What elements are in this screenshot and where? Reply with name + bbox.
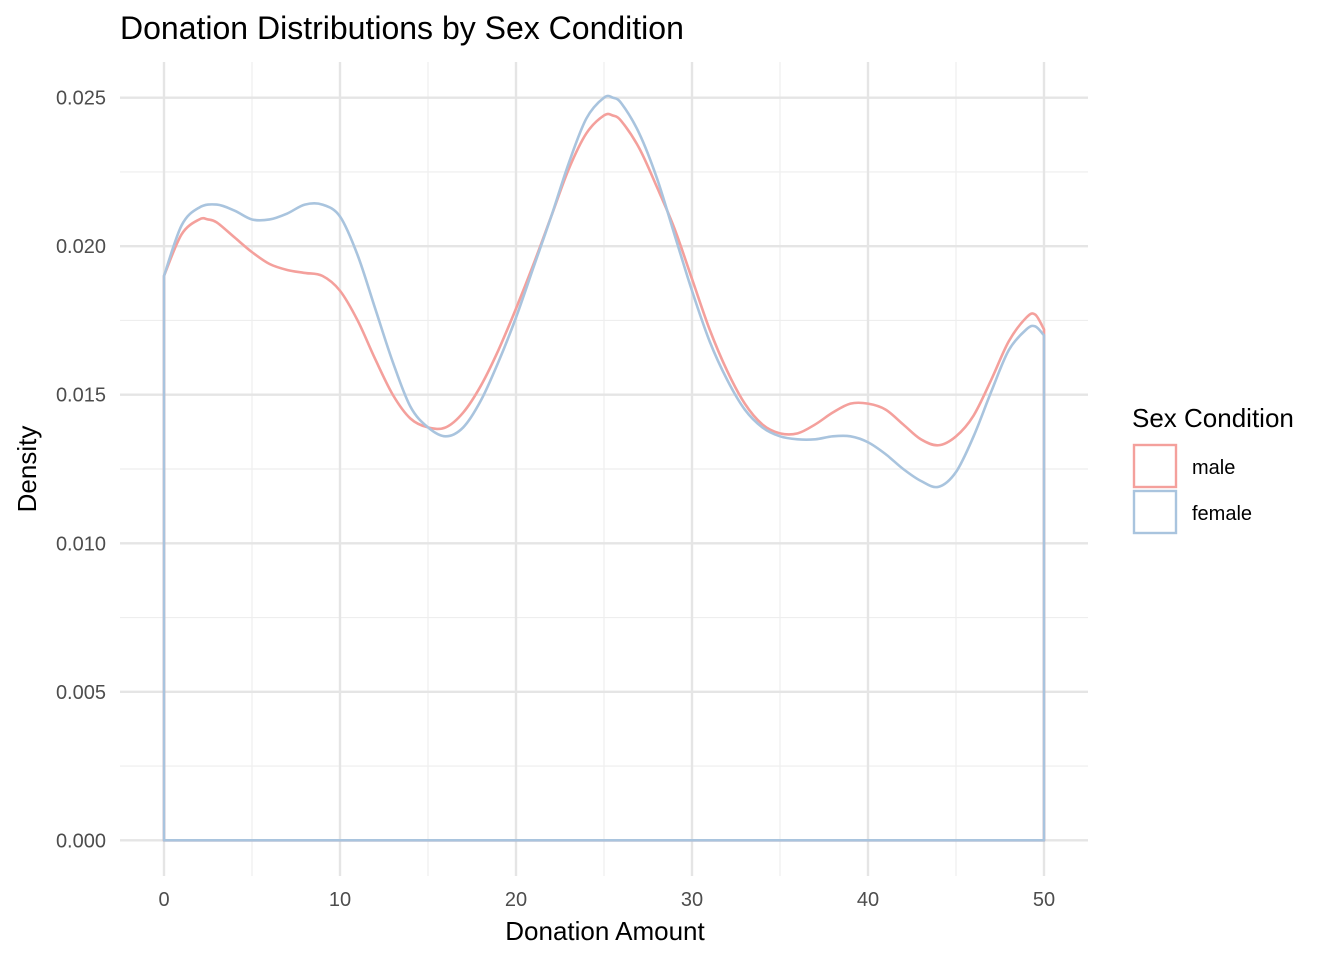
y-axis-ticks: 0.000 0.005 0.010 0.015 0.020 0.025 <box>56 88 106 853</box>
legend-label-male: male <box>1192 457 1235 479</box>
x-tick-label: 10 <box>329 889 351 911</box>
y-tick-label: 0.005 <box>56 682 106 704</box>
y-tick-label: 0.015 <box>56 385 106 407</box>
x-tick-label: 20 <box>505 889 527 911</box>
legend-key-male <box>1132 443 1178 489</box>
chart-title: Donation Distributions by Sex Condition <box>120 10 684 46</box>
y-tick-label: 0.020 <box>56 236 106 258</box>
y-axis-title: Density <box>12 426 42 513</box>
x-axis-title: Donation Amount <box>505 916 705 946</box>
density-line-female <box>162 94 1046 842</box>
density-line-male <box>162 112 1046 842</box>
x-axis-ticks: 0 10 20 30 40 50 <box>158 889 1055 911</box>
legend: Sex Condition male female <box>1132 403 1294 535</box>
y-tick-label: 0.000 <box>56 830 106 852</box>
legend-key-female <box>1132 489 1178 535</box>
legend-title: Sex Condition <box>1132 403 1294 433</box>
legend-label-female: female <box>1192 503 1252 525</box>
y-tick-label: 0.025 <box>56 88 106 110</box>
minor-gridlines <box>120 62 1088 876</box>
legend-items: male female <box>1132 443 1252 535</box>
x-tick-label: 40 <box>857 889 879 911</box>
y-tick-label: 0.010 <box>56 533 106 555</box>
series-layer <box>162 94 1046 842</box>
x-tick-label: 30 <box>681 889 703 911</box>
x-tick-label: 50 <box>1033 889 1055 911</box>
x-tick-label: 0 <box>158 889 169 911</box>
